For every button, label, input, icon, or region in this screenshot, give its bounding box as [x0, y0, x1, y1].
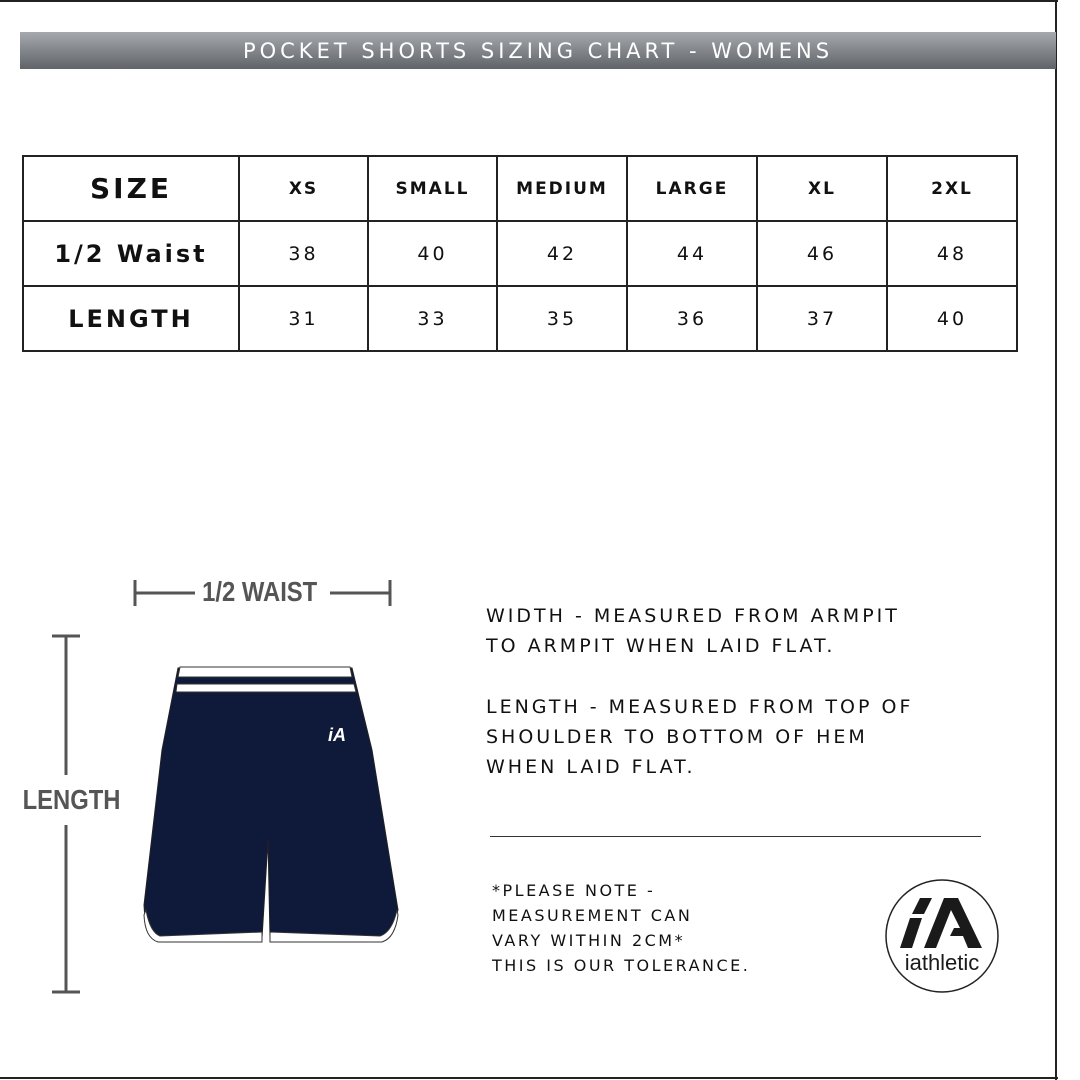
- note-line: THIS IS OUR TOLERANCE.: [492, 956, 751, 975]
- header-cell: SMALL: [367, 155, 498, 222]
- table-cell: 44: [626, 220, 758, 287]
- table-cell: 38: [238, 220, 369, 287]
- table-cell: 31: [238, 285, 369, 352]
- row-label: 1/2 Waist: [22, 220, 240, 287]
- table-cell: 48: [886, 220, 1018, 287]
- header-cell: XS: [238, 155, 369, 222]
- width-instructions: WIDTH - MEASURED FROM ARMPIT TO ARMPIT W…: [486, 601, 900, 661]
- table-cell: 42: [496, 220, 628, 287]
- table-cell: 40: [367, 220, 498, 287]
- frame-border-right: [1055, 0, 1057, 1080]
- note-line: VARY WITHIN 2CM*: [492, 931, 686, 950]
- shorts-illustration: iA: [143, 666, 399, 943]
- waist-dimension-line: [133, 580, 392, 606]
- title-bar: POCKET SHORTS SIZING CHART - WOMENS: [20, 32, 1056, 69]
- table-cell: 33: [367, 285, 498, 352]
- table-cell: 46: [756, 220, 888, 287]
- table-cell: 37: [756, 285, 888, 352]
- brand-logo: iathletic: [885, 879, 999, 993]
- size-table: SIZE XS SMALL MEDIUM LARGE XL 2XL 1/2 Wa…: [22, 155, 1018, 352]
- instruction-line: TO ARMPIT WHEN LAID FLAT.: [486, 635, 836, 657]
- table-row: LENGTH 31 33 35 36 37 40: [22, 285, 1018, 352]
- waist-label: 1/2 WAIST: [202, 576, 318, 607]
- instruction-line: LENGTH - MEASURED FROM TOP OF: [486, 696, 914, 718]
- note-line: MEASUREMENT CAN: [492, 906, 693, 925]
- table-header-row: SIZE XS SMALL MEDIUM LARGE XL 2XL: [22, 155, 1018, 222]
- row-label: LENGTH: [22, 285, 240, 352]
- page-title: POCKET SHORTS SIZING CHART - WOMENS: [242, 38, 834, 63]
- instruction-line: WHEN LAID FLAT.: [486, 756, 696, 778]
- note-line: *PLEASE NOTE -: [492, 881, 656, 900]
- header-cell: XL: [756, 155, 888, 222]
- shorts-logo: iA: [328, 725, 346, 745]
- logo-text: iathletic: [905, 950, 980, 975]
- instruction-line: WIDTH - MEASURED FROM ARMPIT: [486, 605, 900, 627]
- length-instructions: LENGTH - MEASURED FROM TOP OF SHOULDER T…: [486, 692, 913, 782]
- shorts-diagram: iA: [52, 580, 399, 994]
- table-cell: 40: [886, 285, 1018, 352]
- table-row: 1/2 Waist 38 40 42 44 46 48: [22, 220, 1018, 287]
- header-cell: MEDIUM: [496, 155, 628, 222]
- divider: [490, 836, 981, 837]
- table-cell: 36: [626, 285, 758, 352]
- tolerance-note: *PLEASE NOTE - MEASUREMENT CAN VARY WITH…: [492, 878, 750, 978]
- length-dimension-line: [52, 634, 80, 994]
- header-cell: LARGE: [626, 155, 758, 222]
- header-cell: 2XL: [886, 155, 1018, 222]
- frame-border-top: [0, 0, 1058, 2]
- header-cell: SIZE: [22, 155, 240, 222]
- length-label: LENGTH: [22, 784, 121, 815]
- table-cell: 35: [496, 285, 628, 352]
- frame-border-bottom: [0, 1077, 1058, 1079]
- instruction-line: SHOULDER TO BOTTOM OF HEM: [486, 726, 868, 748]
